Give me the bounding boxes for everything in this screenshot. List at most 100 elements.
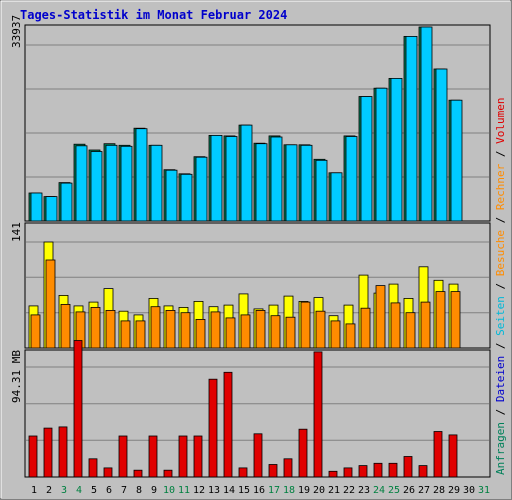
- mid-bar-besuche-day-20: [315, 310, 326, 349]
- day-label-18: 18: [283, 485, 295, 496]
- top-bar-dateien-day-21: [330, 172, 343, 222]
- mid-bar-besuche-day-16: [255, 309, 266, 349]
- mid-bar-besuche-day-18: [285, 316, 296, 349]
- legend-item-9: /: [494, 150, 507, 163]
- day-label-12: 12: [193, 485, 205, 496]
- bottom-bar-volumen-day-23: [358, 465, 368, 478]
- mid-bar-besuche-day-14: [225, 317, 236, 349]
- bottom-bar-volumen-day-4: [73, 340, 83, 478]
- mid-bar-besuche-day-9: [150, 306, 161, 349]
- bottom-bar-volumen-day-7: [118, 435, 128, 478]
- bottom-bar-volumen-day-3: [58, 426, 68, 478]
- bottom-bar-volumen-day-14: [223, 371, 233, 478]
- top-bar-dateien-day-5: [90, 151, 103, 222]
- legend-item-7: /: [494, 217, 507, 230]
- mid-bar-besuche-day-13: [210, 311, 221, 349]
- mid-bar-besuche-day-6: [105, 309, 116, 349]
- legend-item-2: Dateien: [494, 356, 507, 409]
- mid-bar-besuche-day-28: [435, 291, 446, 349]
- day-label-4: 4: [76, 485, 82, 496]
- day-label-31: 31: [478, 485, 490, 496]
- day-label-5: 5: [91, 485, 97, 496]
- day-label-29: 29: [448, 485, 460, 496]
- top-bar-dateien-day-27: [420, 26, 433, 222]
- top-bar-dateien-day-29: [450, 99, 463, 222]
- bottom-bar-volumen-day-26: [403, 456, 413, 478]
- mid-bar-besuche-day-19: [300, 301, 311, 349]
- top-bar-dateien-day-10: [165, 169, 178, 222]
- day-label-16: 16: [253, 485, 265, 496]
- top-bar-dateien-day-25: [390, 78, 403, 222]
- top-bar-dateien-day-4: [75, 145, 88, 222]
- middle-panel-max-label: 141: [10, 222, 23, 242]
- legend-item-1: /: [494, 409, 507, 422]
- top-bar-dateien-day-12: [195, 156, 208, 222]
- day-label-30: 30: [463, 485, 475, 496]
- day-label-22: 22: [343, 485, 355, 496]
- bottom-bar-volumen-day-22: [343, 467, 353, 478]
- x-axis-day-labels: 1 2 3 4 5 6 7 8 9 10 11 12 13 14 15 16 17 18 19 20 21 22 23 24 2…: [31, 485, 490, 496]
- day-label-25: 25: [388, 485, 400, 496]
- top-panel-max-label: 33937: [10, 15, 23, 48]
- mid-bar-besuche-day-23: [360, 307, 371, 349]
- mid-bar-besuche-day-5: [90, 306, 101, 349]
- side-legend: Anfragen / Dateien / Seiten / Besuche / …: [494, 97, 507, 475]
- day-label-9: 9: [151, 485, 157, 496]
- bottom-bar-volumen-day-27: [418, 465, 428, 478]
- legend-item-3: /: [494, 343, 507, 356]
- mid-bar-besuche-day-12: [195, 318, 206, 349]
- day-label-28: 28: [433, 485, 445, 496]
- top-bar-dateien-day-17: [270, 136, 283, 222]
- top-bar-dateien-day-3: [60, 182, 73, 222]
- top-bar-dateien-day-18: [285, 144, 298, 222]
- mid-bar-besuche-day-22: [345, 323, 356, 349]
- bottom-bar-volumen-day-28: [433, 431, 443, 478]
- top-bar-dateien-day-26: [405, 36, 418, 222]
- day-label-8: 8: [136, 485, 142, 496]
- day-label-11: 11: [178, 485, 190, 496]
- top-bar-dateien-day-16: [255, 143, 268, 222]
- day-label-20: 20: [313, 485, 325, 496]
- top-bar-dateien-day-6: [105, 144, 118, 222]
- middle-panel-bars: [28, 241, 461, 349]
- mid-bar-besuche-day-25: [390, 302, 401, 349]
- mid-bar-besuche-day-26: [405, 312, 416, 349]
- bottom-panel-bars: [28, 340, 458, 478]
- day-label-7: 7: [121, 485, 127, 496]
- mid-bar-besuche-day-11: [180, 312, 191, 349]
- day-label-23: 23: [358, 485, 370, 496]
- bottom-bar-volumen-day-19: [298, 428, 308, 478]
- day-label-3: 3: [61, 485, 67, 496]
- day-label-14: 14: [223, 485, 235, 496]
- top-bar-dateien-day-13: [210, 134, 223, 222]
- top-bar-dateien-day-20: [315, 159, 328, 222]
- bottom-bar-volumen-day-12: [193, 435, 203, 478]
- bottom-bar-volumen-day-29: [448, 434, 458, 478]
- day-label-15: 15: [238, 485, 250, 496]
- bottom-panel-max-label: 94.31 MB: [10, 350, 23, 403]
- bottom-bar-volumen-day-8: [133, 469, 143, 478]
- day-label-24: 24: [373, 485, 385, 496]
- bottom-bar-volumen-day-2: [43, 427, 53, 478]
- bottom-bar-volumen-day-17: [268, 464, 278, 478]
- legend-item-4: Seiten: [494, 296, 507, 342]
- bottom-bar-volumen-day-6: [103, 467, 113, 478]
- bottom-bar-volumen-day-5: [88, 458, 98, 478]
- bottom-bar-volumen-day-11: [178, 435, 188, 478]
- day-label-13: 13: [208, 485, 220, 496]
- day-label-26: 26: [403, 485, 415, 496]
- day-label-17: 17: [268, 485, 280, 496]
- mid-bar-besuche-day-7: [120, 320, 131, 349]
- top-bar-dateien-day-24: [375, 87, 388, 222]
- bottom-bar-volumen-day-18: [283, 458, 293, 478]
- mid-bar-besuche-day-15: [240, 314, 251, 349]
- mid-bar-besuche-day-10: [165, 309, 176, 349]
- mid-bar-besuche-day-2: [45, 259, 56, 349]
- bottom-bar-volumen-day-15: [238, 467, 248, 478]
- mid-bar-besuche-day-21: [330, 320, 341, 349]
- mid-bar-besuche-day-3: [60, 303, 71, 349]
- top-bar-dateien-day-22: [345, 136, 358, 222]
- mid-bar-besuche-day-27: [420, 301, 431, 349]
